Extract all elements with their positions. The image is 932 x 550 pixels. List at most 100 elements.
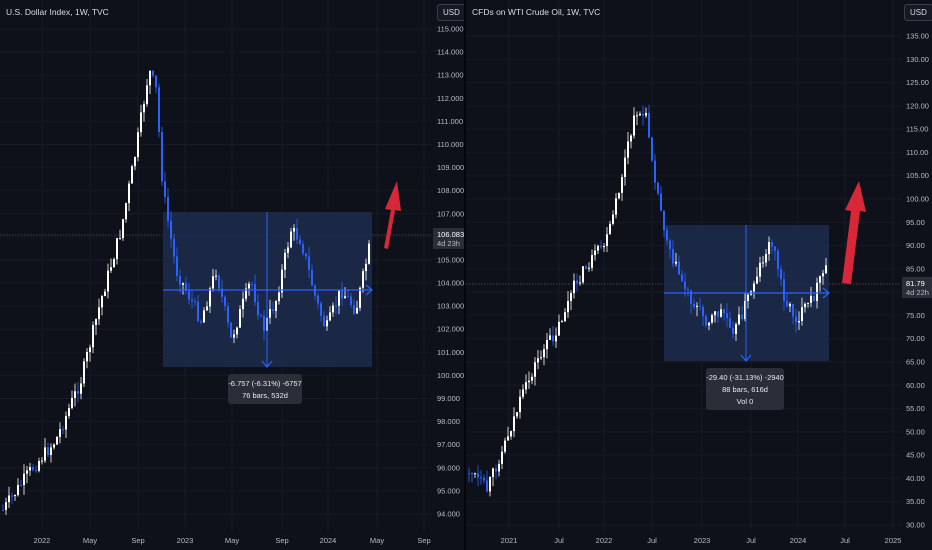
dxy-candle-body	[341, 290, 343, 299]
dxy-candle-body	[5, 502, 7, 510]
dxy-candle-body	[329, 312, 331, 321]
wti-candle-body	[603, 245, 605, 248]
dxy-candle-body	[62, 429, 64, 431]
dxy-measure-text-1: -6.757 (-6.31%) -6757	[228, 379, 301, 388]
left-time-tick-label: May	[225, 536, 239, 545]
wti-candle-body	[777, 250, 779, 270]
wti-measure-arrow-down	[740, 354, 752, 362]
dxy-candle-body	[224, 296, 226, 307]
wti-candle-body	[573, 280, 575, 294]
left-price-tick-label: 111.000	[437, 117, 463, 126]
left-time-tick-label: 2023	[177, 536, 194, 545]
dxy-price-axis[interactable]	[432, 0, 464, 550]
dxy-candle-body	[137, 132, 139, 158]
dxy-candle-body	[284, 252, 286, 270]
wti-candle-body	[483, 477, 485, 481]
dxy-candle-body	[74, 391, 76, 398]
dxy-chart-panel[interactable]: -6.757 (-6.31%) -6757 76 bars, 532d 115.…	[0, 0, 466, 550]
right-price-tick-label: 35.00	[906, 497, 925, 506]
dxy-candle-body	[107, 270, 109, 292]
dxy-currency-button[interactable]: USD	[437, 4, 466, 21]
dxy-candle-body	[185, 283, 187, 291]
wti-candle-body	[531, 376, 533, 381]
wti-chart-panel[interactable]: -29.40 (-31.13%) -2940 88 bars, 616d Vol…	[466, 0, 932, 550]
left-time-tick-label: May	[370, 536, 384, 545]
left-price-tick-label: 109.000	[437, 163, 464, 172]
right-price-tick-label: 70.00	[906, 334, 925, 343]
panel-divider[interactable]	[464, 0, 466, 550]
dxy-candle-body	[200, 320, 202, 323]
dxy-candle-body	[59, 429, 61, 437]
left-price-tick-label: 104.000	[437, 279, 464, 288]
dxy-symbol-title: U.S. Dollar Index, 1W, TVC	[6, 7, 109, 17]
dxy-candle-body	[71, 397, 73, 409]
dxy-candle-body	[290, 231, 292, 248]
right-time-tick-label: 2025	[885, 536, 902, 545]
wti-candle-body	[663, 210, 665, 231]
wti-candle-body	[546, 340, 548, 350]
wti-candle-body	[579, 282, 581, 284]
wti-candle-body	[501, 451, 503, 464]
dxy-up-arrow-drawing[interactable]	[384, 181, 401, 249]
wti-candle-body	[735, 324, 737, 334]
dxy-candle-body	[11, 495, 13, 497]
wti-candle-body	[813, 295, 815, 301]
dxy-candle-body	[182, 283, 184, 285]
left-price-tick-label: 102.000	[437, 325, 464, 334]
wti-candle-body	[759, 262, 761, 277]
wti-candle-body	[708, 322, 710, 326]
wti-measure-text-2: 88 bars, 616d	[722, 385, 768, 394]
dxy-measure-arrow-down	[261, 360, 273, 368]
dxy-candle-body	[362, 271, 364, 288]
left-price-tick-label: 97.000	[437, 440, 460, 449]
dxy-candle-body	[317, 295, 319, 304]
dxy-candle-body	[53, 444, 55, 448]
dxy-candle-body	[131, 166, 133, 184]
wti-candle-body	[768, 242, 770, 255]
wti-candle-body	[561, 321, 563, 323]
wti-candle-body	[801, 307, 803, 322]
wti-candle-body	[756, 276, 758, 284]
wti-candle-body	[822, 273, 824, 277]
dxy-candle-body	[146, 85, 148, 105]
wti-up-arrow-drawing[interactable]	[842, 181, 866, 284]
wti-candle-body	[537, 358, 539, 363]
right-price-tick-label: 130.00	[906, 55, 929, 64]
dxy-candle-body	[2, 509, 4, 511]
dxy-candle-body	[152, 70, 154, 76]
dxy-candle-body	[188, 290, 190, 300]
left-price-tick-label: 113.000	[437, 71, 464, 80]
wti-currency-button[interactable]: USD	[904, 4, 932, 21]
dxy-chart-canvas[interactable]: -6.757 (-6.31%) -6757 76 bars, 532d 115.…	[0, 0, 464, 550]
wti-candle-body	[681, 274, 683, 282]
wti-candle-body	[654, 160, 656, 183]
right-price-tick-label: 65.00	[906, 358, 925, 367]
wti-candle-body	[786, 300, 788, 307]
dxy-candle-body	[350, 296, 352, 306]
wti-price-axis[interactable]	[901, 0, 932, 550]
wti-candle-body	[498, 463, 500, 472]
wti-candle-body	[642, 113, 644, 116]
dxy-candle-body	[104, 291, 106, 297]
dxy-candle-body	[191, 299, 193, 302]
dxy-candle-body	[287, 247, 289, 253]
wti-candle-body	[588, 267, 590, 269]
left-time-tick-label: Sep	[131, 536, 144, 545]
dxy-candle-body	[149, 70, 151, 86]
right-price-tick-label: 120.00	[906, 101, 929, 110]
wti-chart-canvas[interactable]: -29.40 (-31.13%) -2940 88 bars, 616d Vol…	[466, 0, 932, 550]
wti-candle-body	[540, 357, 542, 359]
dxy-candle-body	[167, 196, 169, 221]
right-price-tick-label: 115.00	[906, 125, 928, 134]
wti-measure-text-3: Vol 0	[737, 397, 754, 406]
right-price-tick-label: 105.00	[906, 171, 929, 180]
wti-candle-body	[615, 198, 617, 215]
dxy-candle-body	[77, 391, 79, 394]
dxy-candle-body	[218, 275, 220, 289]
left-price-tick-label: 107.000	[437, 209, 464, 218]
dxy-candle-body	[179, 276, 181, 285]
wti-candle-body	[738, 314, 740, 325]
wti-candle-body	[480, 477, 482, 479]
wti-candle-body	[645, 112, 647, 116]
right-price-tick-label: 110.00	[906, 148, 928, 157]
